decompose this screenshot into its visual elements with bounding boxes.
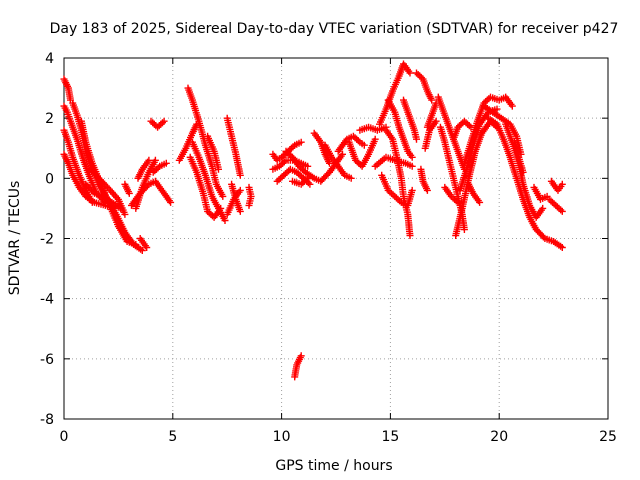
data-point [558, 207, 566, 215]
x-tick-label: 15 [381, 429, 399, 445]
data-point [557, 206, 565, 214]
y-tick-label: -4 [40, 292, 54, 308]
data-point [215, 165, 222, 173]
data-point [558, 244, 566, 251]
x-tick-label: 20 [490, 429, 508, 445]
data-point [413, 135, 420, 143]
data-point [406, 69, 414, 77]
data-point [297, 352, 305, 360]
data-point [160, 117, 168, 125]
data-point [302, 176, 310, 184]
x-axis-label: GPS time / hours [275, 458, 392, 474]
data-point [221, 217, 229, 224]
data-point [423, 186, 431, 194]
data-point [406, 232, 414, 239]
data-point [151, 156, 159, 164]
data-point [432, 117, 440, 125]
data-point [539, 204, 547, 212]
data-point [460, 226, 468, 233]
data-point [143, 244, 151, 251]
data-point [121, 210, 129, 218]
data-point [304, 174, 312, 182]
data-point [519, 168, 527, 176]
data-point [89, 188, 97, 196]
y-tick-label: -6 [40, 352, 54, 368]
data-point [408, 153, 416, 161]
data-point [326, 159, 333, 167]
x-tick-label: 5 [168, 429, 177, 445]
data-point [416, 72, 424, 80]
x-tick-label: 10 [273, 429, 291, 445]
data-point [371, 135, 379, 143]
data-point [360, 141, 368, 149]
data-point [306, 180, 314, 188]
y-tick-label: -8 [40, 412, 54, 428]
data-point [167, 198, 175, 206]
data-points [60, 60, 566, 381]
data-point [354, 137, 362, 145]
data-point [476, 198, 484, 206]
data-point [159, 119, 166, 127]
y-tick-label: 0 [45, 171, 54, 187]
y-tick-label: 2 [45, 111, 54, 127]
data-point [154, 164, 162, 172]
axis-ticks: 0 5 10 15 20 25 -8 -6 -4 -2 0 2 4 [40, 51, 617, 445]
data-point [236, 207, 244, 215]
data-point [145, 156, 153, 164]
data-point [217, 204, 225, 212]
data-point [408, 162, 416, 170]
data-point [493, 105, 501, 113]
data-point [287, 144, 295, 152]
x-tick-label: 0 [60, 429, 69, 445]
data-point [508, 102, 516, 110]
data-point [408, 186, 416, 194]
data-point [219, 192, 227, 200]
data-point [428, 96, 436, 104]
data-point [162, 159, 170, 167]
data-point [465, 122, 473, 130]
data-point [539, 233, 547, 241]
data-point [339, 150, 346, 158]
data-point [132, 241, 140, 248]
data-point [297, 138, 305, 146]
data-point [236, 186, 244, 194]
data-point [143, 182, 151, 190]
y-tick-label: -2 [40, 232, 54, 248]
chart-title: Day 183 of 2025, Sidereal Day-to-day VTE… [50, 21, 619, 37]
data-point [236, 171, 244, 179]
data-point [138, 247, 146, 254]
y-axis-label: SDTVAR / TECUs [7, 181, 23, 296]
data-point [125, 189, 133, 197]
data-point [558, 180, 566, 188]
x-tick-label: 25 [599, 429, 617, 445]
data-point [245, 201, 253, 209]
y-tick-label: 4 [45, 51, 54, 67]
data-point [347, 174, 355, 182]
data-point [304, 162, 312, 170]
grid-lines [64, 58, 608, 419]
